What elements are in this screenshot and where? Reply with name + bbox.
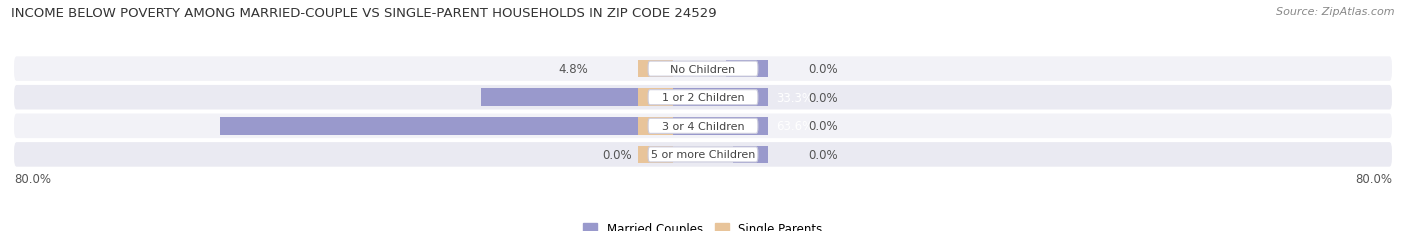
Text: 0.0%: 0.0% [808,91,838,104]
Text: INCOME BELOW POVERTY AMONG MARRIED-COUPLE VS SINGLE-PARENT HOUSEHOLDS IN ZIP COD: INCOME BELOW POVERTY AMONG MARRIED-COUPL… [11,7,717,20]
Text: 63.6%: 63.6% [776,120,814,133]
Text: No Children: No Children [671,64,735,74]
FancyBboxPatch shape [648,90,758,105]
Text: 0.0%: 0.0% [602,148,631,161]
Bar [638,61,673,78]
Bar [733,146,768,164]
Bar [638,117,673,135]
Text: 0.0%: 0.0% [808,63,838,76]
Bar [638,89,673,107]
Text: 33.3%: 33.3% [776,91,813,104]
Text: 1 or 2 Children: 1 or 2 Children [662,93,744,103]
FancyBboxPatch shape [14,143,1392,167]
FancyBboxPatch shape [648,119,758,134]
FancyBboxPatch shape [14,85,1392,110]
Text: Source: ZipAtlas.com: Source: ZipAtlas.com [1277,7,1395,17]
FancyBboxPatch shape [648,147,758,162]
Text: 0.0%: 0.0% [808,120,838,133]
FancyBboxPatch shape [14,114,1392,139]
Text: 80.0%: 80.0% [14,173,51,186]
Text: 5 or more Children: 5 or more Children [651,150,755,160]
Text: 4.8%: 4.8% [558,63,589,76]
Bar [727,61,768,78]
FancyBboxPatch shape [648,62,758,77]
Bar [219,117,768,135]
Legend: Married Couples, Single Parents: Married Couples, Single Parents [583,222,823,231]
Text: 80.0%: 80.0% [1355,173,1392,186]
Bar [481,89,768,107]
Text: 3 or 4 Children: 3 or 4 Children [662,121,744,131]
Bar [638,146,673,164]
Text: 0.0%: 0.0% [808,148,838,161]
FancyBboxPatch shape [14,57,1392,82]
